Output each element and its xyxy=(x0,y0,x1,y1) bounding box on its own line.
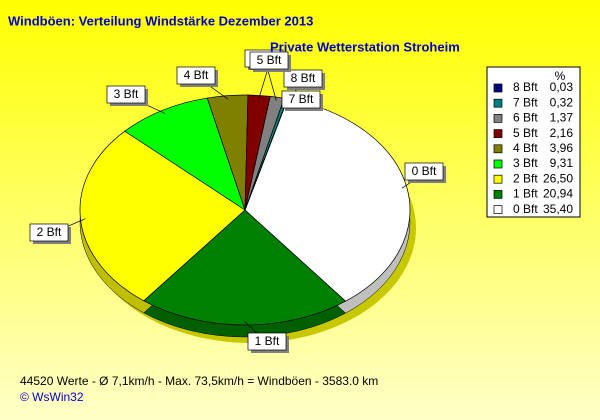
chart-subtitle: Private Wetterstation Stroheim xyxy=(270,39,460,54)
legend-label: 8 Bft xyxy=(513,80,538,94)
label-box xyxy=(29,223,69,242)
legend-swatch xyxy=(493,174,503,184)
legend-swatch xyxy=(493,205,503,214)
legend-label: 1 Bft xyxy=(513,187,538,201)
slice-label: 8 Bft xyxy=(291,71,316,85)
slice-label: 1 Bft xyxy=(255,334,280,348)
label-box xyxy=(404,162,444,181)
slice xyxy=(124,97,246,211)
slice xyxy=(79,130,246,302)
legend-swatch xyxy=(493,190,503,199)
legend-value: 9,31 xyxy=(550,156,574,170)
legend-label: 4 Bft xyxy=(513,141,538,155)
legend-label: 3 Bft xyxy=(513,156,538,170)
legend-label: 5 Bft xyxy=(513,126,538,140)
slice-label: 5 Bft xyxy=(257,53,282,67)
slice-label: 3 Bft xyxy=(114,87,139,101)
legend-label: 2 Bft xyxy=(513,171,538,185)
legend-label: 0 Bft xyxy=(513,202,538,216)
legend-value: 1,37 xyxy=(550,111,574,125)
credit: © WsWin32 xyxy=(20,390,84,404)
legend-box xyxy=(486,66,581,218)
label-box xyxy=(176,66,216,85)
label-box xyxy=(247,332,287,351)
legend-label: 6 Bft xyxy=(513,111,538,125)
footer: 44520 Werte - Ø 7,1km/h - Max. 73,5km/h … xyxy=(20,374,378,388)
pie xyxy=(79,94,416,343)
label-box xyxy=(249,51,289,70)
slice-label: 0 Bft xyxy=(412,164,437,178)
slice-label: 4 Bft xyxy=(184,68,209,82)
slice xyxy=(143,209,347,326)
legend-value: 0,03 xyxy=(550,80,574,94)
label-box xyxy=(283,69,323,88)
label-box xyxy=(106,85,146,104)
legend-value: 35,40 xyxy=(543,202,573,216)
legend-value: 3,96 xyxy=(550,141,574,155)
legend-value: 26,50 xyxy=(543,171,573,185)
legend-swatch xyxy=(493,83,503,93)
chart-title: Windböen: Verteilung Windstärke Dezember… xyxy=(8,13,313,28)
legend-swatch xyxy=(493,114,503,123)
legend-swatch xyxy=(493,159,503,169)
legend-value: 2,16 xyxy=(550,126,574,140)
label-box xyxy=(281,90,321,109)
legend-header: % xyxy=(555,69,566,83)
legend-swatch xyxy=(493,129,503,138)
legend-value: 0,32 xyxy=(550,95,574,109)
slice-label: 7 Bft xyxy=(289,92,314,106)
legend-swatch xyxy=(493,144,503,154)
legend: % 8 Bft 0,03 7 Bft 0,32 6 Bft 1,37 5 Bft 2,16 4 … xyxy=(486,66,581,218)
slice-label: 2 Bft xyxy=(37,225,62,239)
legend-value: 20,94 xyxy=(543,187,573,201)
legend-swatch xyxy=(493,98,503,108)
slice xyxy=(244,98,411,302)
legend-label: 7 Bft xyxy=(513,95,538,109)
